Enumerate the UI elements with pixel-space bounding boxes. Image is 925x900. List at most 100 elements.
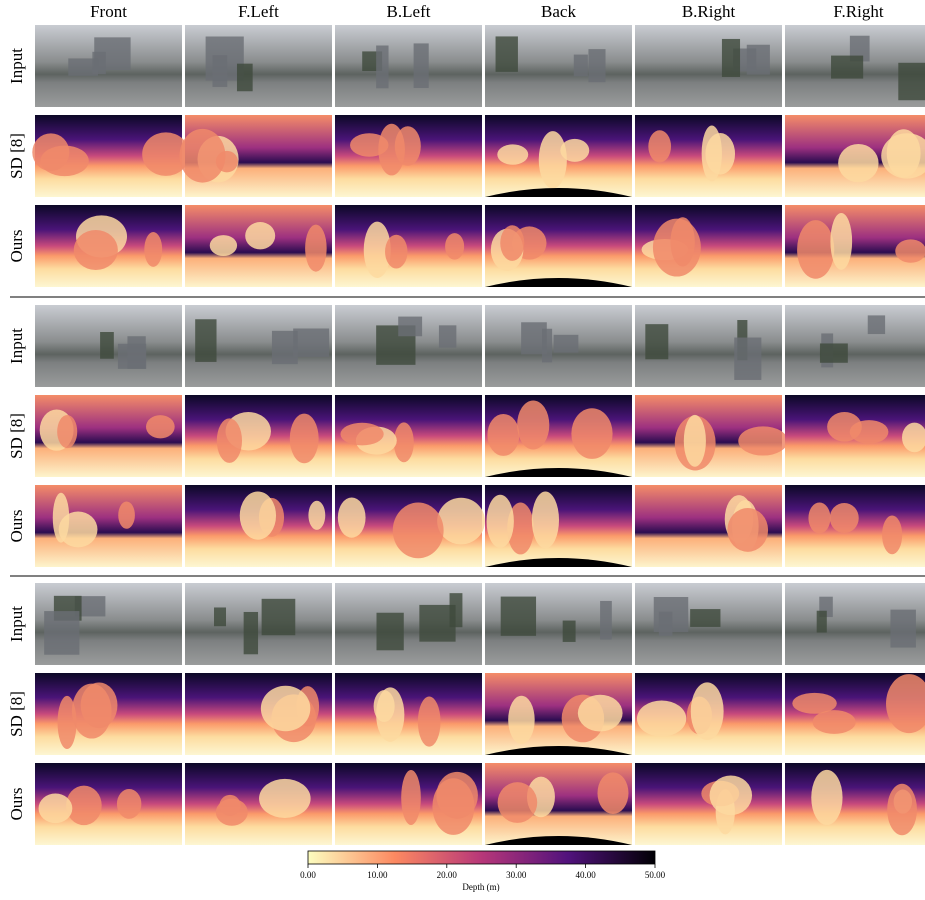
depth-blob xyxy=(216,799,248,826)
image-detail xyxy=(600,601,612,640)
image-detail xyxy=(722,39,740,77)
colorbar-tick-label: 20.00 xyxy=(437,870,458,880)
depth-blob xyxy=(240,491,276,539)
depth-blob xyxy=(437,498,485,545)
depth-blob xyxy=(259,779,311,818)
depth-blob xyxy=(393,503,444,559)
depth-blob xyxy=(117,789,141,819)
image-detail xyxy=(376,46,388,89)
depth-blob xyxy=(702,125,722,181)
depth-blob xyxy=(500,225,524,261)
image-detail xyxy=(414,43,429,88)
depth-blob xyxy=(811,770,842,825)
image-detail xyxy=(820,343,848,362)
depth-blob xyxy=(210,235,237,256)
input-image xyxy=(785,305,925,387)
depth-blob xyxy=(338,497,366,537)
depth-blob xyxy=(445,233,464,260)
row-label: Input xyxy=(7,328,26,364)
depth-blob xyxy=(813,710,856,734)
image-detail xyxy=(377,613,404,651)
depth-blob xyxy=(827,412,862,442)
depth-blob xyxy=(691,682,724,740)
input-image xyxy=(335,25,482,107)
image-detail xyxy=(94,37,130,70)
depth-blob xyxy=(74,230,118,270)
depth-blob xyxy=(146,415,175,438)
depth-blob xyxy=(374,690,395,722)
depth-blob xyxy=(305,225,327,272)
depth-blob xyxy=(385,235,407,269)
depth-blob xyxy=(653,219,701,277)
depth-blob xyxy=(487,414,519,456)
colorbar xyxy=(308,851,655,864)
image-detail xyxy=(68,58,98,75)
depth-blob xyxy=(394,422,414,462)
image-detail xyxy=(44,611,79,655)
image-detail xyxy=(554,335,579,353)
depth-blob xyxy=(57,415,77,448)
depth-blob xyxy=(290,414,319,464)
image-detail xyxy=(890,610,915,648)
depth-blob xyxy=(350,133,388,156)
colorbar-tick-label: 0.00 xyxy=(300,870,316,880)
colorbar-tick-label: 40.00 xyxy=(575,870,596,880)
depth-blob xyxy=(217,418,242,463)
depth-blob xyxy=(401,770,421,825)
depth-blob xyxy=(508,696,535,744)
image-detail xyxy=(195,319,216,362)
depth-blob xyxy=(830,213,852,270)
depth-blob xyxy=(39,794,73,824)
column-header: F.Right xyxy=(833,2,883,21)
image-detail xyxy=(244,612,258,654)
depth-blob xyxy=(648,130,671,162)
image-detail xyxy=(214,607,226,626)
depth-blob xyxy=(432,778,474,835)
column-header: Back xyxy=(541,2,576,21)
depth-blob xyxy=(340,423,383,446)
column-header: Front xyxy=(90,2,127,21)
depth-blob xyxy=(261,686,310,731)
row-label: Input xyxy=(7,48,26,84)
depth-blob xyxy=(81,682,118,728)
depth-blob xyxy=(532,492,559,549)
depth-blob xyxy=(797,220,834,279)
depth-blob xyxy=(418,696,441,746)
colorbar-tick-label: 10.00 xyxy=(367,870,388,880)
image-detail xyxy=(645,324,668,359)
row-label: Ours xyxy=(7,229,26,262)
image-detail xyxy=(118,344,146,369)
image-detail xyxy=(542,329,552,363)
depth-blob xyxy=(887,784,917,835)
depth-blob xyxy=(58,696,77,749)
image-detail xyxy=(450,593,463,627)
input-image xyxy=(185,583,332,665)
image-detail xyxy=(898,63,925,100)
image-detail xyxy=(439,325,456,347)
column-header: F.Left xyxy=(238,2,279,21)
row-label: Input xyxy=(7,606,26,642)
depth-blob xyxy=(882,515,902,554)
depth-blob xyxy=(118,502,135,529)
image-detail xyxy=(868,315,885,334)
depth-blob xyxy=(578,695,623,732)
depth-blob xyxy=(727,508,768,552)
image-detail xyxy=(588,49,605,82)
image-detail xyxy=(100,332,114,359)
depth-map xyxy=(185,763,332,845)
row-label: SD [8] xyxy=(7,133,26,179)
row-label: SD [8] xyxy=(7,413,26,459)
depth-blob xyxy=(498,782,538,823)
depth-blob xyxy=(497,144,528,164)
depth-blob xyxy=(517,401,549,450)
image-detail xyxy=(501,597,536,636)
image-detail xyxy=(237,64,253,92)
depth-blob xyxy=(245,222,275,249)
image-detail xyxy=(659,612,673,636)
image-detail xyxy=(262,599,296,635)
depth-blob xyxy=(597,772,628,814)
depth-blob xyxy=(895,239,925,262)
row-label: Ours xyxy=(7,509,26,542)
image-detail xyxy=(734,338,761,380)
depth-blob xyxy=(838,144,878,182)
